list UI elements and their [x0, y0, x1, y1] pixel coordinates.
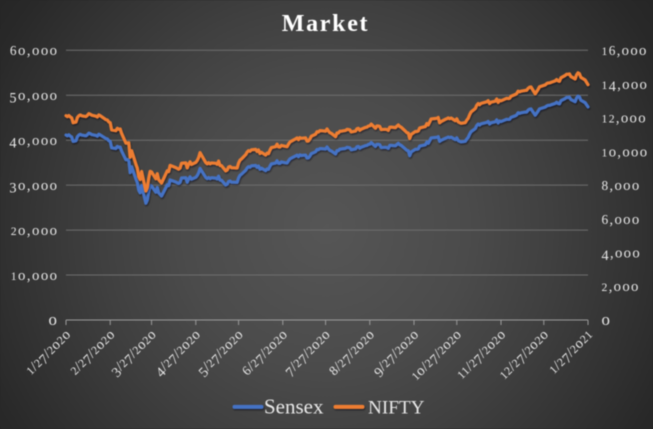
svg-text:4/27/2o2o: 4/27/2o2o	[151, 327, 205, 381]
svg-text:o: o	[49, 310, 59, 329]
svg-text:o: o	[602, 310, 612, 329]
svg-text:1o,ooo: 1o,ooo	[602, 144, 649, 160]
svg-text:Market: Market	[282, 11, 370, 37]
svg-text:14,ooo: 14,ooo	[602, 77, 649, 95]
svg-text:4,ooo: 4,ooo	[602, 245, 642, 263]
svg-text:2o,ooo: 2o,ooo	[11, 223, 59, 239]
svg-text:4o,ooo: 4o,ooo	[9, 133, 58, 151]
svg-text:5o,ooo: 5o,ooo	[9, 88, 58, 106]
svg-text:1/27/2o21: 1/27/2o21	[546, 327, 598, 379]
svg-text:6,ooo: 6,ooo	[602, 212, 641, 228]
svg-text:12/27/2o2o: 12/27/2o2o	[496, 327, 554, 385]
svg-text:1o,ooo: 1o,ooo	[11, 268, 59, 284]
svg-text:6o,ooo: 6o,ooo	[10, 43, 59, 59]
svg-text:2,ooo: 2,ooo	[602, 279, 640, 295]
svg-text:7/27/2o2o: 7/27/2o2o	[281, 327, 335, 381]
svg-text:16,ooo: 16,ooo	[602, 43, 648, 59]
svg-text:9/27/2o2o: 9/27/2o2o	[370, 327, 424, 381]
svg-text:NIFTY: NIFTY	[368, 398, 425, 419]
svg-text:1o/27/2o2o: 1o/27/2o2o	[408, 327, 467, 386]
svg-text:8,ooo: 8,ooo	[602, 178, 641, 194]
svg-text:2/27/2o2o: 2/27/2o2o	[67, 327, 120, 380]
svg-text:Sensex: Sensex	[264, 395, 324, 419]
svg-text:11/27/2o2o: 11/27/2o2o	[453, 327, 511, 385]
svg-text:8/27/2o2o: 8/27/2o2o	[326, 327, 380, 381]
svg-text:3/27/2o2o: 3/27/2o2o	[107, 327, 161, 381]
svg-text:3o,ooo: 3o,ooo	[9, 178, 58, 196]
svg-text:1/27/2o2o: 1/27/2o2o	[23, 327, 76, 380]
svg-text:12,ooo: 12,ooo	[602, 111, 647, 127]
